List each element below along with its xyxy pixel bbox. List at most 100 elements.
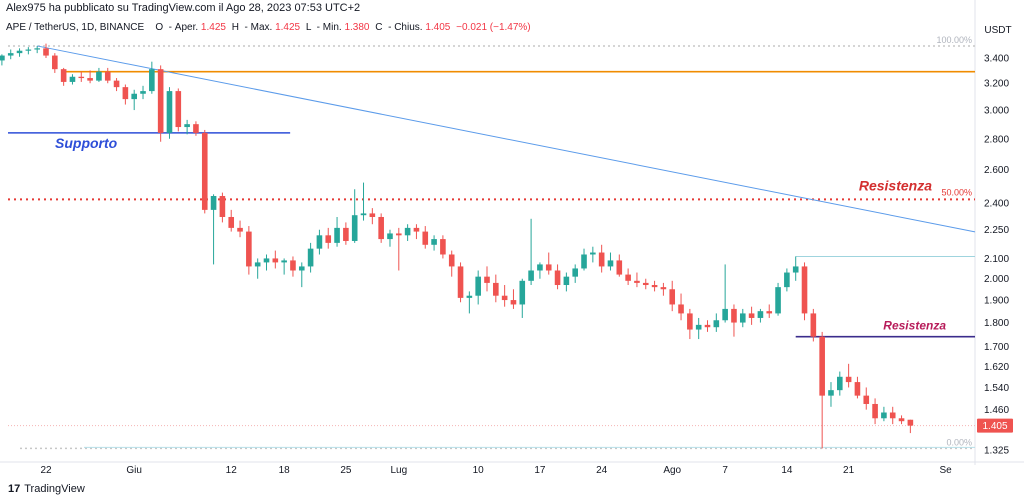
candle-body <box>475 276 481 296</box>
open-text: - Aper. <box>165 22 199 33</box>
candle-body <box>184 124 190 128</box>
candle-body <box>254 262 261 267</box>
time-tick-label: 7 <box>722 465 728 476</box>
time-tick-label: Ago <box>663 465 681 476</box>
candle-body <box>537 264 543 271</box>
candle-body <box>369 213 376 217</box>
candle-body <box>581 254 587 269</box>
time-tick-label: Lug <box>390 465 407 476</box>
time-tick-label: Giu <box>126 465 142 476</box>
price-tick-label: 3.400 <box>984 54 1009 65</box>
candle-body <box>193 124 199 133</box>
candle-body <box>351 215 358 241</box>
candle-body <box>413 227 420 232</box>
candle-body <box>678 304 684 314</box>
open-value: 1.425 <box>200 22 226 33</box>
candle-body <box>149 69 155 92</box>
price-tick-label: 2.000 <box>984 274 1009 285</box>
candle-body <box>316 235 323 249</box>
candle-body <box>166 91 173 133</box>
time-tick-label: 14 <box>781 465 793 476</box>
time-tick-label: 10 <box>473 465 485 476</box>
candle-body <box>642 282 649 286</box>
time-tick-label: 21 <box>843 465 855 476</box>
fib-100-label: 100.00% <box>936 35 972 45</box>
candle-body <box>484 276 490 283</box>
symbol-name[interactable]: APE / TetherUS, 1D, BINANCE <box>6 22 145 33</box>
candle-body <box>501 295 508 301</box>
time-tick-label: 17 <box>534 465 546 476</box>
candle-body <box>625 274 631 281</box>
candle-body <box>598 252 605 267</box>
candle-body <box>272 258 279 263</box>
candle-body <box>360 213 367 216</box>
candle-body <box>175 91 182 128</box>
last-price-label: 1.405 <box>982 421 1007 432</box>
price-tick-label: 2.100 <box>984 254 1009 265</box>
candle-body <box>889 412 896 419</box>
price-tick-label: 1.460 <box>984 405 1009 416</box>
price-tick-label: 1.800 <box>984 318 1009 329</box>
candle-body <box>52 55 58 70</box>
candle-body <box>87 78 93 81</box>
price-tick-label: 2.800 <box>984 134 1009 145</box>
time-tick-label: Se <box>940 465 953 476</box>
resistance-upper-label: Resistenza <box>859 177 932 193</box>
time-tick-label: 25 <box>340 465 352 476</box>
candle-body <box>201 132 208 210</box>
price-tick-label: 1.700 <box>984 342 1009 353</box>
candle-body <box>457 266 464 298</box>
candle-body <box>863 395 870 404</box>
candle-body <box>219 196 226 217</box>
candle-body <box>819 336 825 396</box>
high-value: 1.425 <box>275 22 301 33</box>
open-label: O <box>155 22 164 33</box>
low-value: 1.380 <box>344 22 370 33</box>
candle-body <box>228 216 235 228</box>
candle-body <box>104 71 111 81</box>
price-tick-label: 1.540 <box>984 383 1009 394</box>
candle-body <box>307 248 314 267</box>
candle-body <box>431 239 437 245</box>
candle-body <box>96 71 102 81</box>
candle-body <box>157 69 164 133</box>
candle-body <box>34 48 40 50</box>
brand-name: TradingView <box>24 483 85 495</box>
candle-body <box>7 53 14 56</box>
fib-0-label: 0.00% <box>946 437 972 447</box>
candle-body <box>0 55 5 61</box>
candle-body <box>828 390 834 396</box>
candle-body <box>669 289 676 305</box>
candle-body <box>387 233 393 240</box>
candle-body <box>140 91 146 94</box>
time-tick-label: 22 <box>40 465 52 476</box>
candle-body <box>545 264 552 271</box>
low-text: - Min. <box>313 22 342 33</box>
candle-body <box>695 324 702 330</box>
candle-body <box>687 313 693 330</box>
candle-body <box>290 260 296 271</box>
candle-body <box>78 76 85 79</box>
price-axis-unit: USDT <box>984 25 1011 36</box>
time-tick-label: 18 <box>279 465 291 476</box>
candle-body <box>528 270 534 281</box>
close-value: 1.405 <box>425 22 451 33</box>
candle-body <box>60 69 67 82</box>
candle-body <box>792 266 799 273</box>
candle-body <box>343 227 349 241</box>
price-tick-label: 1.325 <box>984 446 1009 457</box>
candle-body <box>607 260 614 267</box>
candle-body <box>378 216 384 240</box>
candle-body <box>554 270 561 286</box>
close-text: - Chius. <box>385 22 423 33</box>
change-value: −0.021 (−1.47%) <box>456 22 531 33</box>
candle-body <box>334 227 340 243</box>
candle-body <box>131 93 137 100</box>
candle-body <box>396 233 402 236</box>
price-tick-label: 1.620 <box>984 362 1009 373</box>
candle-body <box>651 285 658 288</box>
candle-body <box>854 382 861 396</box>
candle-body <box>801 266 808 314</box>
candle-body <box>422 231 429 245</box>
